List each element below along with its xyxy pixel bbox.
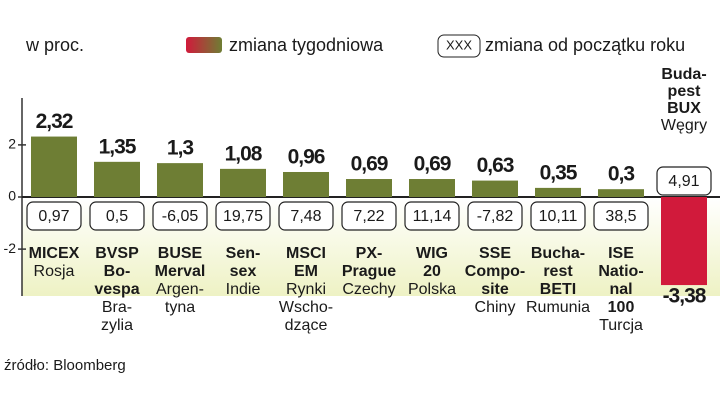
- ytd-label: 10,11: [539, 208, 578, 225]
- bar: [157, 163, 203, 197]
- category-label: Bucha-rest BETI: [531, 245, 585, 298]
- ytd-label: 4,91: [668, 173, 699, 190]
- country-label: Argen-tyna: [156, 281, 204, 316]
- y-tick-label: 2: [8, 136, 16, 152]
- bar: [220, 168, 266, 197]
- bar: [598, 189, 644, 197]
- ytd-label: 0,97: [38, 208, 69, 225]
- category-label: MSCI EM: [286, 245, 326, 280]
- category-label: BVSP Bo-vespa: [94, 245, 139, 298]
- country-label: Polska: [408, 281, 456, 298]
- legend-label: zmiana tygodniowa: [229, 35, 384, 55]
- ytd-box: [278, 201, 334, 231]
- value-label: 2,32: [36, 110, 73, 133]
- ytd-box: [404, 201, 460, 231]
- value-label: 0,3: [608, 163, 635, 186]
- ytd-box: [467, 201, 523, 231]
- value-label: 0,63: [477, 154, 514, 177]
- ytd-label: 11,14: [413, 208, 452, 225]
- ytd-label: 0,5: [106, 208, 128, 225]
- category-label: SSE Compo-site: [465, 245, 525, 298]
- legend-label: zmiana od początku roku: [485, 35, 685, 55]
- category-label: BUSE Merval: [155, 245, 206, 280]
- category-label: WIG 20: [416, 245, 448, 280]
- bar: [283, 171, 329, 197]
- legend-box: [437, 34, 481, 58]
- bar: [472, 180, 518, 197]
- ytd-box: [593, 201, 649, 231]
- ytd-box: [152, 201, 208, 231]
- country-label: Chiny: [475, 299, 516, 316]
- country-label: Indie: [226, 281, 261, 298]
- ytd-label: -7,82: [477, 208, 514, 225]
- ytd-box: [530, 201, 586, 231]
- country-label: Turcja: [599, 317, 643, 334]
- legend-swatch: [186, 37, 222, 53]
- category-label: ISE Natio-nal 100: [598, 245, 643, 316]
- value-label: 1,3: [167, 137, 194, 160]
- value-label: 0,69: [351, 153, 388, 176]
- ytd-label: 38,5: [605, 208, 636, 225]
- ytd-label: -6,05: [162, 208, 199, 225]
- category-label: MICEX: [29, 245, 80, 262]
- value-label: 1,08: [225, 142, 263, 165]
- value-label: 0,69: [414, 153, 451, 176]
- country-label: Węgry: [661, 117, 707, 134]
- ytd-box: [26, 201, 82, 231]
- ytd-label: 7,22: [353, 208, 384, 225]
- ytd-label: 7,48: [290, 208, 321, 225]
- bar: [409, 179, 455, 197]
- bar: [535, 187, 581, 197]
- value-label: 0,35: [540, 161, 578, 184]
- legend-sample: XXX: [446, 37, 472, 52]
- bar: [661, 197, 707, 286]
- y-tick-label: 0: [8, 188, 16, 204]
- category-label: Sen-sex: [226, 245, 261, 280]
- value-label: 1,35: [99, 135, 137, 158]
- ytd-box: [656, 166, 712, 196]
- source: źródło: Bloomberg: [4, 357, 126, 374]
- unit-label: w proc.: [25, 35, 84, 55]
- country-label: Rumunia: [526, 299, 590, 316]
- bar: [31, 136, 77, 197]
- value-label: -3,38: [663, 285, 707, 308]
- country-label: Rosja: [34, 263, 75, 280]
- country-label: Bra-zylia: [101, 299, 133, 334]
- ytd-box: [215, 201, 271, 231]
- bar: [346, 179, 392, 197]
- y-tick-label: -2: [4, 240, 17, 256]
- ytd-box: [89, 201, 145, 231]
- value-label: 0,96: [288, 146, 325, 169]
- category-label: Buda-pest BUX: [661, 66, 706, 117]
- bar: [94, 161, 140, 197]
- country-label: Czechy: [342, 281, 395, 298]
- category-label: PX-Prague: [342, 245, 396, 280]
- ytd-label: 19,75: [223, 208, 263, 225]
- country-label: Rynki Wscho-dzące: [279, 281, 333, 334]
- ytd-box: [341, 201, 397, 231]
